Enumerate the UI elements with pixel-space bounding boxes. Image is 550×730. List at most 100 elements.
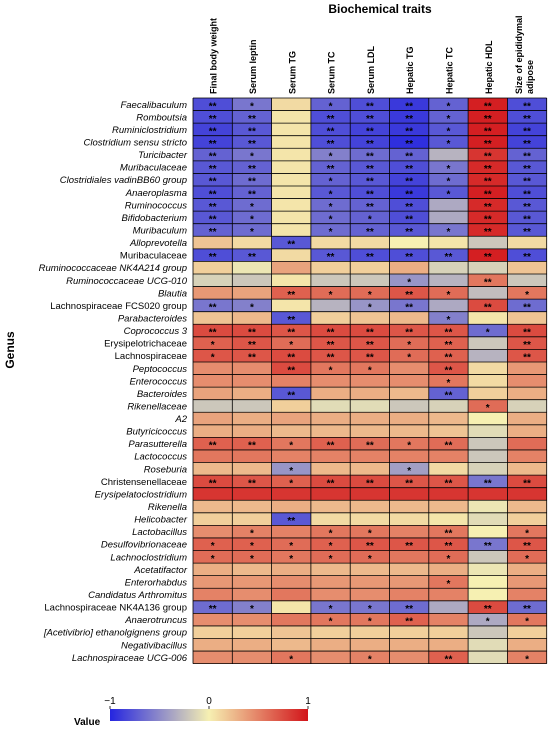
heatmap-cell (389, 387, 429, 400)
heatmap-cell (232, 336, 272, 350)
heatmap-cell (232, 173, 272, 186)
heatmap-cell (389, 487, 429, 501)
heatmap-cell (389, 412, 429, 425)
column-header: Hepatic TC (444, 46, 454, 94)
heatmap-cell (507, 361, 547, 375)
heatmap-cell (428, 173, 469, 186)
heatmap-cell (389, 575, 429, 589)
significance-mark: ** (523, 541, 531, 552)
heatmap-cell (310, 437, 351, 450)
heatmap-cell (232, 311, 272, 325)
heatmap-cell (428, 424, 469, 438)
heatmap-cell (468, 399, 508, 413)
heatmap-cell (193, 537, 233, 551)
heatmap-cell (271, 449, 311, 463)
heatmap-cell (193, 638, 233, 652)
heatmap-cell (193, 399, 233, 413)
heatmap-cell (468, 160, 508, 174)
heatmap-cell (507, 563, 547, 576)
heatmap-cell (350, 173, 390, 186)
heatmap-cell (507, 412, 547, 425)
heatmap-cell (310, 185, 351, 199)
heatmap-cell (271, 625, 311, 639)
heatmap-cell (468, 475, 508, 488)
heatmap-cell (271, 110, 311, 124)
heatmap-cell (350, 449, 390, 463)
significance-mark: * (368, 617, 372, 628)
significance-mark: * (250, 152, 254, 163)
heatmap-cell (507, 437, 547, 450)
heatmap-cell (271, 349, 311, 362)
heatmap-cell (271, 651, 311, 664)
row-label: Romboutsia (136, 112, 187, 123)
heatmap-cell (193, 261, 233, 274)
heatmap-cell (350, 324, 390, 337)
significance-mark: * (368, 529, 372, 540)
heatmap-cell (310, 361, 351, 375)
chart-title: Biochemical traits (328, 2, 432, 16)
heatmap-cell (193, 412, 233, 425)
heatmap-cell (193, 123, 233, 136)
heatmap-cell (193, 336, 233, 350)
significance-mark: * (407, 277, 411, 288)
heatmap-cell (468, 123, 508, 136)
column-headers: Final body weight Serum leptin Serum TG Ser… (209, 15, 535, 94)
significance-mark: ** (445, 353, 453, 364)
row-label: Enterococcus (129, 376, 187, 387)
row-label: Bacteroides (137, 389, 187, 400)
significance-mark: ** (287, 315, 295, 326)
heatmap-cell (428, 135, 469, 149)
heatmap-cell (350, 588, 390, 601)
significance-mark: ** (327, 328, 335, 339)
heatmap-cell (507, 625, 547, 639)
row-label: Candidatus Arthromitus (88, 590, 187, 601)
heatmap-cell (389, 625, 429, 639)
significance-mark: * (329, 227, 333, 238)
heatmap-cell (468, 600, 508, 614)
heatmap-cell (468, 537, 508, 551)
heatmap-cell (193, 110, 233, 124)
significance-mark: * (368, 604, 372, 615)
heatmap-cell (428, 449, 469, 463)
significance-mark: * (329, 617, 333, 628)
heatmap-cell (232, 135, 272, 149)
column-header: Final body weight (209, 18, 219, 94)
heatmap-cell (468, 349, 508, 362)
heatmap-cell (507, 600, 547, 614)
significance-mark: ** (523, 328, 531, 339)
significance-mark: * (250, 541, 254, 552)
row-label: Faecalibaculum (120, 100, 187, 111)
heatmap-cell (507, 123, 547, 136)
significance-mark: * (486, 403, 490, 414)
heatmap-cell (389, 123, 429, 136)
significance-mark: * (446, 189, 450, 200)
heatmap-cell (271, 286, 311, 300)
heatmap-cell (428, 625, 469, 639)
heatmap-cell (271, 613, 311, 626)
heatmap-cell (193, 148, 233, 161)
significance-mark: ** (366, 139, 374, 150)
heatmap-cell (468, 261, 508, 274)
significance-mark: * (329, 290, 333, 301)
heatmap-cell (193, 324, 233, 337)
heatmap-cell (468, 299, 508, 312)
heatmap-cell (507, 651, 547, 664)
heatmap-cell (350, 110, 390, 124)
significance-mark: * (329, 177, 333, 188)
significance-mark: ** (484, 541, 492, 552)
heatmap-cell (350, 437, 390, 450)
heatmap-cell (271, 261, 311, 274)
heatmap-cell (310, 462, 351, 476)
significance-mark: ** (484, 277, 492, 288)
row-label: Lachnospiraceae FCS020 group (50, 301, 187, 312)
heatmap-cell (389, 299, 429, 312)
row-label: Lachnospiraceae UCG-006 (72, 653, 188, 664)
heatmap-cell (428, 361, 469, 375)
legend-color-bar (110, 709, 308, 721)
heatmap-cell (507, 336, 547, 350)
heatmap-cell (468, 211, 508, 224)
heatmap-cell (310, 575, 351, 589)
significance-mark: ** (209, 139, 217, 150)
heatmap-cell (232, 248, 272, 262)
y-axis-label: Genus (3, 331, 17, 369)
